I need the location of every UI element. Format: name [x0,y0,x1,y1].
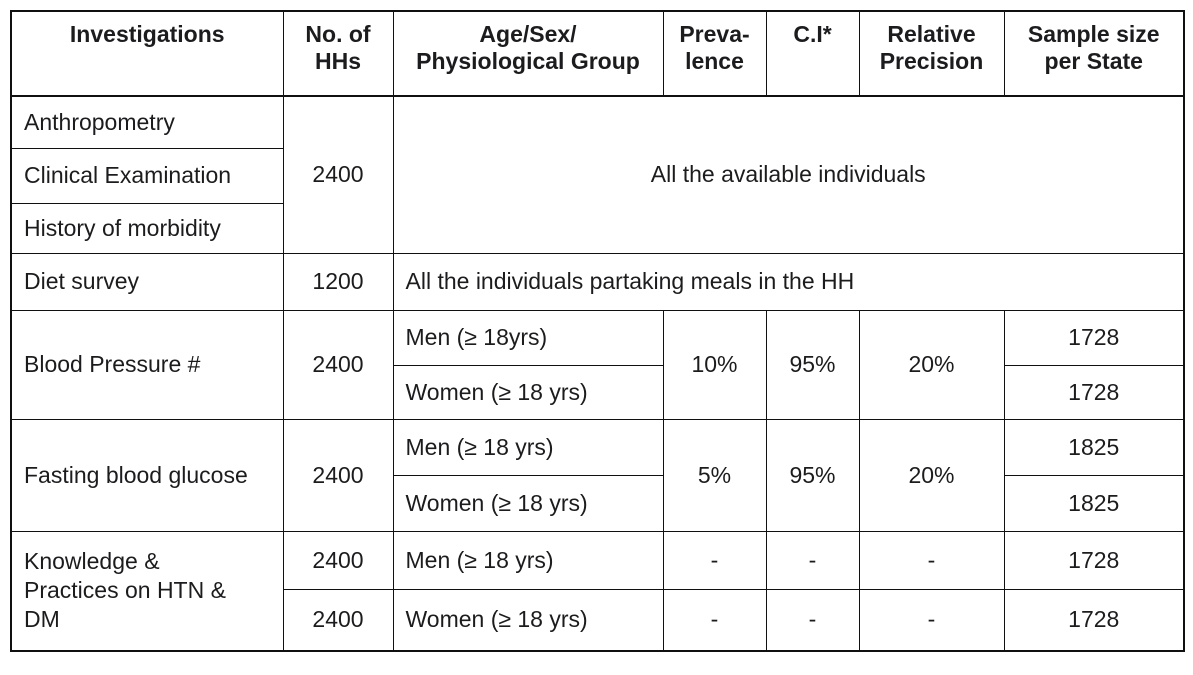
cell-kp-hhs-men: 2400 [282,530,394,590]
row-fasting-glucose-men: Fasting blood glucose 2400 Men (≥ 18 yrs… [10,418,1185,532]
row-clinical-examination: Clinical Examination [10,147,1184,204]
cell-kp-prevalence-men: - [662,530,767,590]
header-sample-size: Sample size per State [1003,10,1185,97]
cell-anthro-block-hhs: 2400 [282,95,394,254]
header-relative-precision: Relative Precision [858,10,1005,97]
cell-fbg-sample-men: 1825 [1003,418,1185,476]
row-blood-pressure-men: Blood Pressure # 2400 Men (≥ 18yrs) 10% … [10,309,1185,420]
cell-kp-group-women: Women (≥ 18 yrs) [392,588,664,652]
cell-bp-prevalence: 10% [662,309,767,420]
cell-kp-sample-men: 1728 [1003,530,1185,590]
header-investigations: Investigations [10,10,284,97]
cell-kp-precision-women: - [858,588,1005,652]
cell-fbg-prevalence: 5% [662,418,767,532]
cell-diet-hhs: 1200 [282,252,394,311]
cell-bp-precision: 20% [858,309,1005,420]
row-anthropometry: Anthropometry 2400 All the available ind… [10,95,1185,254]
cell-fbg-precision: 20% [858,418,1005,532]
table-header-row: Investigations No. of HHs Age/Sex/ Physi… [10,10,1185,97]
row-knowledge-women: 2400 Women (≥ 18 yrs) - - - 1728 [11,588,1185,652]
cell-clinical-examination: Clinical Examination [10,147,284,204]
cell-history-of-morbidity: History of morbidity [10,202,284,254]
cell-fasting-glucose: Fasting blood glucose [10,418,284,532]
cell-anthro-block-group: All the available individuals [392,95,1185,254]
cell-kp-sample-women: 1728 [1003,588,1185,652]
cell-anthropometry: Anthropometry [10,95,284,149]
cell-kp-group-men: Men (≥ 18 yrs) [392,530,664,590]
cell-kp-hhs-women: 2400 [282,588,394,652]
cell-fbg-ci: 95% [765,418,860,532]
cell-knowledge-practices: Knowledge & Practices on HTN & DM [10,530,284,652]
row-knowledge-men: Knowledge & Practices on HTN & DM 2400 M… [10,530,1185,652]
cell-bp-hhs: 2400 [282,309,394,420]
header-age-sex-group: Age/Sex/ Physiological Group [392,10,664,97]
cell-fbg-group-men: Men (≥ 18 yrs) [392,418,664,476]
cell-kp-ci-women: - [765,588,860,652]
cell-bp-sample-men: 1728 [1003,309,1185,366]
cell-fbg-group-women: Women (≥ 18 yrs) [392,474,664,532]
row-blood-pressure-women: Women (≥ 18 yrs) 1728 [11,364,1185,420]
cell-bp-sample-women: 1728 [1003,364,1185,420]
cell-fbg-sample-women: 1825 [1003,474,1185,532]
row-diet-survey: Diet survey 1200 All the individuals par… [10,252,1185,311]
cell-bp-group-men: Men (≥ 18yrs) [392,309,664,366]
cell-fbg-hhs: 2400 [282,418,394,532]
row-fasting-glucose-women: Women (≥ 18 yrs) 1825 [11,474,1185,532]
cell-kp-prevalence-women: - [662,588,767,652]
sampling-design-table: Investigations No. of HHs Age/Sex/ Physi… [10,10,1185,652]
cell-blood-pressure: Blood Pressure # [10,309,284,420]
cell-diet-group: All the individuals partaking meals in t… [392,252,1185,311]
cell-bp-ci: 95% [765,309,860,420]
cell-diet-survey: Diet survey [10,252,284,311]
cell-kp-precision-men: - [858,530,1005,590]
cell-bp-group-women: Women (≥ 18 yrs) [392,364,664,420]
header-ci: C.I* [765,10,860,97]
cell-kp-ci-men: - [765,530,860,590]
header-prevalence: Preva- lence [662,10,767,97]
header-no-of-hhs: No. of HHs [282,10,394,97]
